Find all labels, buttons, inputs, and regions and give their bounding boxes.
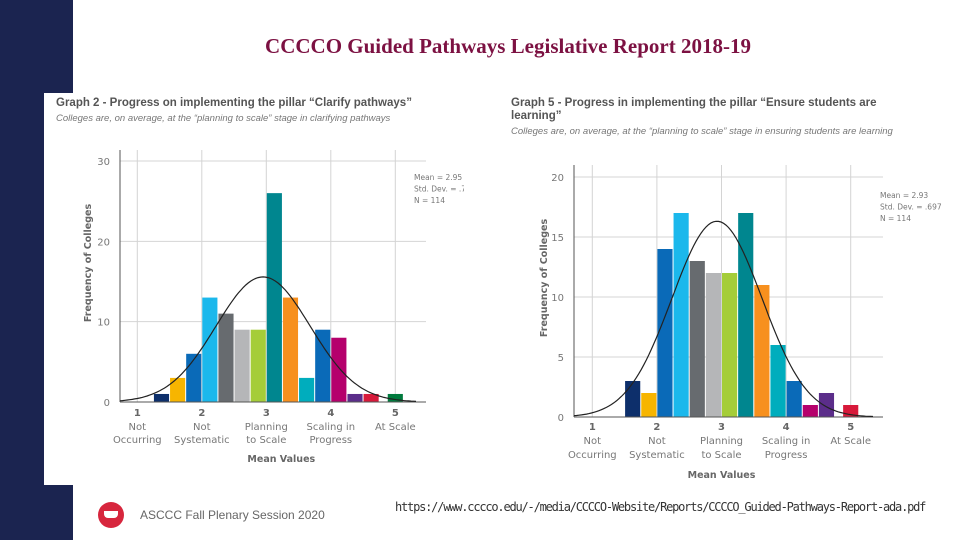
y-tick-label: 15 <box>551 233 564 244</box>
histogram-bar <box>387 393 403 402</box>
x-tick-label: At Scale <box>375 422 416 433</box>
stats-text: Mean = 2.93 <box>880 191 928 200</box>
x-tick-label: Not <box>648 436 666 447</box>
histogram-bar <box>802 405 818 417</box>
chart-header: Graph 5 - Progress in implementing the p… <box>511 97 947 138</box>
x-tick-number: 5 <box>392 408 399 419</box>
histogram-bar <box>641 393 657 417</box>
chart-title: Graph 5 - Progress in implementing the p… <box>511 97 877 122</box>
histogram-bar <box>754 285 770 417</box>
x-tick-label: Systematic <box>174 435 230 446</box>
x-tick-label: to Scale <box>701 450 741 461</box>
y-axis-label: Frequency of Colleges <box>83 204 94 323</box>
histogram-bar <box>299 377 315 402</box>
y-tick-label: 10 <box>97 318 110 329</box>
histogram-bar <box>202 297 218 402</box>
histogram-bar <box>625 381 641 417</box>
x-tick-number: 4 <box>327 408 334 419</box>
y-tick-label: 5 <box>558 353 564 364</box>
histogram-bar <box>705 273 721 417</box>
y-tick-label: 20 <box>97 237 110 248</box>
footer-session: ASCCC Fall Plenary Session 2020 <box>140 508 325 522</box>
normal-curve <box>573 220 874 418</box>
x-tick-label: Scaling in <box>307 422 356 433</box>
x-tick-label: Not <box>129 422 147 433</box>
x-tick-label: to Scale <box>246 435 286 446</box>
x-tick-number: 1 <box>134 408 141 419</box>
stats-text: N = 114 <box>880 214 911 223</box>
x-tick-label: Planning <box>245 422 288 433</box>
x-tick-number: 2 <box>653 422 660 433</box>
histogram-bar <box>722 273 738 417</box>
histogram-bar <box>234 329 250 402</box>
histogram-bar <box>218 313 234 402</box>
x-tick-label: Not <box>584 436 602 447</box>
histogram-bar <box>347 393 363 402</box>
histogram-bar <box>282 297 299 402</box>
histogram-clarify-pathways: 0 10 20 30 1 Not Occurring 2 Not Systematic 3 Plann… <box>83 150 464 465</box>
x-tick-label: Occurring <box>568 450 617 461</box>
y-tick-label: 0 <box>104 398 110 409</box>
histogram-bar <box>657 249 673 417</box>
y-tick-label: 20 <box>551 173 564 184</box>
histogram-bar <box>250 329 266 402</box>
source-url[interactable]: https://www.cccco.edu/-/media/CCCCO-Webs… <box>395 500 926 514</box>
histogram-bar <box>770 345 786 417</box>
slide-title: CCCCO Guided Pathways Legislative Report… <box>265 34 751 58</box>
x-tick-label: Occurring <box>113 435 162 446</box>
histogram-bar <box>331 337 347 402</box>
y-tick-label: 0 <box>558 413 564 424</box>
x-tick-number: 3 <box>263 408 270 419</box>
stats-text: Std. Dev. = .697 <box>880 203 942 212</box>
x-tick-label: Progress <box>309 435 352 446</box>
x-tick-number: 3 <box>718 422 725 433</box>
x-tick-label: Systematic <box>629 450 685 461</box>
histogram-bar <box>786 381 802 417</box>
histogram-bar <box>818 393 835 417</box>
normal-curve <box>119 276 417 402</box>
x-tick-label: Progress <box>765 450 808 461</box>
histogram-bar <box>153 393 170 402</box>
histogram-bar <box>186 353 202 402</box>
x-tick-number: 1 <box>589 422 596 433</box>
stats-text: Std. Dev. = .73 <box>414 185 464 194</box>
x-tick-number: 4 <box>783 422 790 433</box>
stats-text: Mean = 2.95 <box>414 173 462 182</box>
x-axis-label: Mean Values <box>688 470 756 481</box>
chart-panel-left: Graph 2 - Progress on implementing the p… <box>44 93 470 485</box>
x-tick-label: Not <box>193 422 211 433</box>
histogram-ensure-learning: 0 5 10 15 20 1 Not Occurring 2 Not Systematic 3 Plan… <box>539 165 942 481</box>
histogram-bar <box>170 377 186 402</box>
y-axis-label: Frequency of Colleges <box>539 219 550 338</box>
x-axis-label: Mean Values <box>247 454 315 465</box>
x-tick-label: Scaling in <box>762 436 811 447</box>
chart-title: Graph 2 - Progress on implementing the p… <box>56 97 412 109</box>
y-tick-label: 30 <box>97 157 110 168</box>
chart-header: Graph 2 - Progress on implementing the p… <box>56 97 468 125</box>
histogram-bar <box>689 261 705 417</box>
logo-mark-icon <box>104 511 118 518</box>
histogram-bar <box>363 393 379 402</box>
histogram-bar <box>673 213 689 417</box>
stats-text: N = 114 <box>414 196 445 205</box>
x-tick-label: At Scale <box>830 436 871 447</box>
ascc-logo <box>98 502 124 528</box>
histogram-bar <box>266 193 282 402</box>
chart-subtitle: Colleges are, on average, at the “planni… <box>511 126 893 137</box>
x-tick-number: 5 <box>847 422 854 433</box>
x-tick-number: 2 <box>198 408 205 419</box>
chart-subtitle: Colleges are, on average, at the “planni… <box>56 113 391 124</box>
histogram-bar <box>738 213 754 417</box>
x-tick-label: Planning <box>700 436 743 447</box>
y-tick-label: 10 <box>551 293 564 304</box>
histogram-bar <box>315 329 331 402</box>
